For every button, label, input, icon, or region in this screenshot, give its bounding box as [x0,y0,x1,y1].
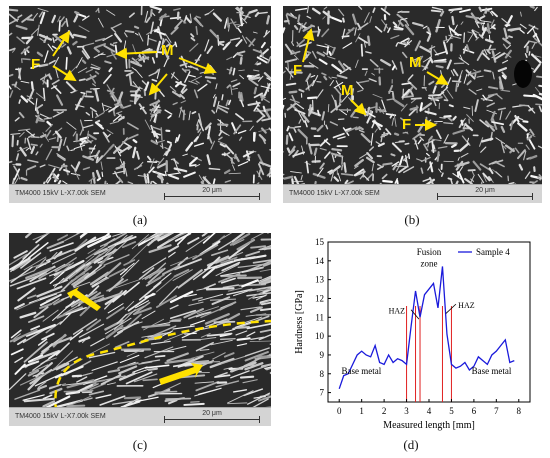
sem-texture-b [283,6,542,203]
x-tick-label: 3 [404,406,409,416]
ferrite-annotation: F [402,116,412,133]
y-tick-label: 10 [315,331,325,341]
sem-info-bar: TM4000 15kV L-X7.00k SEM 20 μm [9,184,271,203]
y-tick-label: 8 [320,369,325,379]
x-tick-label: 7 [494,406,499,416]
scale-bar-label: 20 μm [202,410,222,417]
martensite-annotation: M [161,42,174,59]
y-tick-label: 14 [315,256,325,266]
x-tick-label: 5 [449,406,454,416]
y-tick-label: 13 [315,275,325,285]
martensite-annotation: M [409,54,422,71]
x-tick-label: 8 [517,406,522,416]
y-tick-label: 11 [315,312,324,322]
x-tick-label: 2 [382,406,387,416]
panel-label-a: (a) [132,212,148,227]
sem-texture-a [9,6,271,203]
fusion-zone-label-line2: zone [421,258,438,268]
legend-label: Sample 4 [476,247,510,257]
haz-left-arrow [410,309,420,320]
haz-right-arrow [445,303,457,314]
series-line-sample-4 [338,266,515,390]
haz-left-label: HAZ [389,307,406,316]
haz-right-label: HAZ [458,301,475,310]
panel-label-b: (b) [404,212,420,227]
y-axis-label: Hardness [GPa] [294,290,305,354]
fusion-zone-label-line1: Fusion [417,247,442,257]
y-tick-label: 9 [320,350,325,360]
x-tick-label: 6 [472,406,477,416]
sem-image-a: F M TM4000 15kV L-X7.00k SEM 20 μm [9,6,271,203]
martensite-annotation: M [341,82,354,99]
y-tick-label: 7 [320,388,325,398]
sem-info-bar: TM4000 15kV L-X7.00k SEM 20 μm [283,184,542,203]
y-tick-label: 15 [315,237,325,247]
sem-image-c: TM4000 15kV L-X7.00k SEM 20 μm [9,233,271,426]
x-axis-label: Measured length [mm] [383,420,475,431]
ferrite-annotation: F [293,62,303,79]
sem-texture-c [9,233,271,426]
sem-image-b: F M M F TM4000 15kV L-X7.00k SEM 20 μm [283,6,542,203]
ferrite-annotation: F [31,56,41,73]
sem-info-bar: TM4000 15kV L-X7.00k SEM 20 μm [9,407,271,426]
scale-bar: 20 μm [437,187,533,201]
sem-info-text: TM4000 15kV L-X7.00k SEM [289,190,380,197]
y-tick-label: 12 [315,293,324,303]
scale-bar: 20 μm [164,187,260,201]
scale-bar-label: 20 μm [202,187,222,194]
base-metal-left-label: Base metal [341,366,381,376]
legend: Sample 4 [458,247,510,257]
panel-label-c: (c) [132,437,148,452]
sem-info-text: TM4000 15kV L-X7.00k SEM [15,413,106,420]
scale-bar-label: 20 μm [475,187,495,194]
x-tick-label: 1 [359,406,364,416]
scale-bar: 20 μm [164,410,260,424]
sem-info-text: TM4000 15kV L-X7.00k SEM [15,190,106,197]
base-metal-right-label: Base metal [472,366,512,376]
x-tick-label: 4 [427,406,432,416]
x-tick-label: 0 [337,406,342,416]
panel-label-d: (d) [403,437,419,452]
